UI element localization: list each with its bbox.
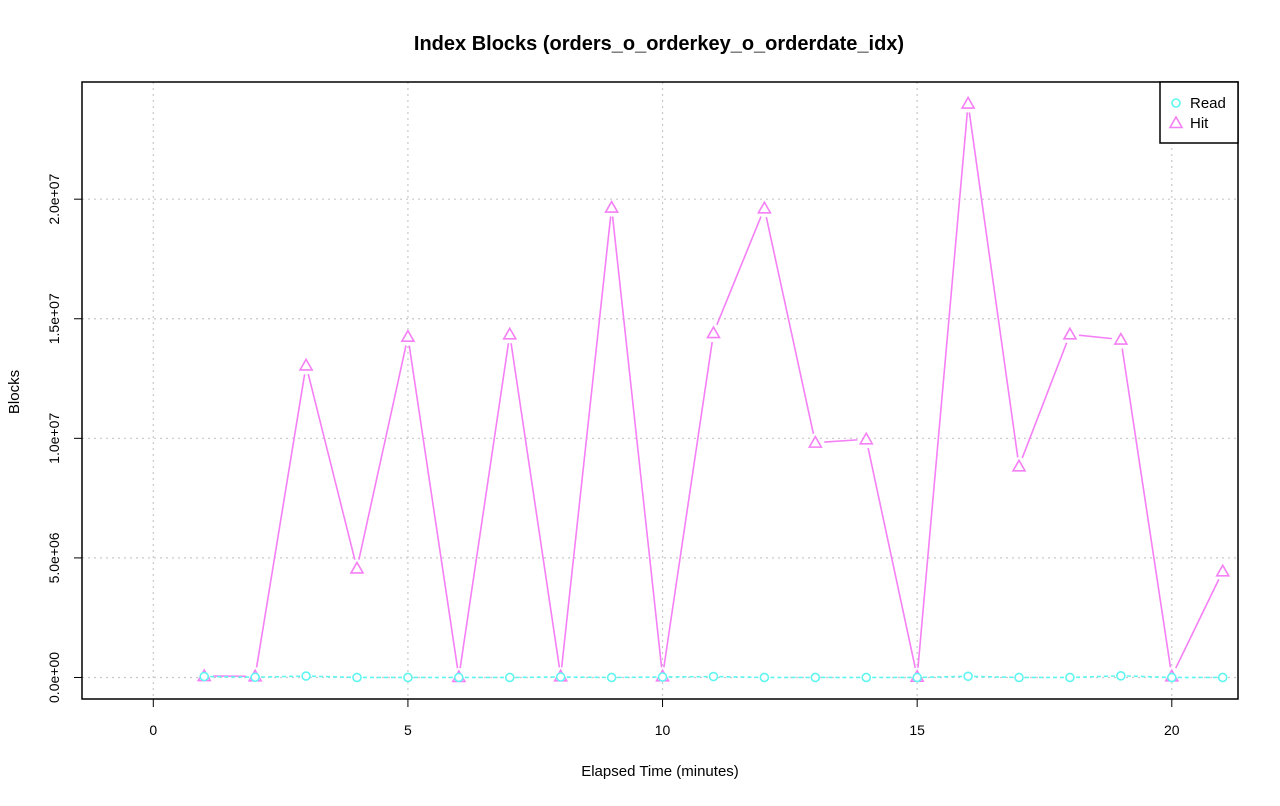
series-hit-segment: [511, 343, 559, 667]
grid-lines: [82, 82, 1238, 699]
series-hit-segment: [1122, 348, 1170, 667]
legend-label-hit: Hit: [1190, 115, 1209, 132]
x-axis-label: Elapsed Time (minutes): [581, 763, 739, 780]
data-point-read: [557, 673, 565, 681]
series-hit: [198, 98, 1229, 682]
data-point-hit: [504, 328, 516, 339]
data-point-read: [404, 673, 412, 681]
x-tick-label: 0: [149, 722, 157, 738]
series-hit-segment: [613, 216, 662, 667]
series-hit-segment: [664, 342, 712, 667]
data-point-read: [200, 673, 208, 681]
y-tick-label: 0.0e+00: [46, 652, 62, 703]
data-point-read: [1066, 673, 1074, 681]
y-axis-label: Blocks: [6, 370, 23, 414]
y-tick-label: 2.0e+07: [46, 173, 62, 224]
data-point-hit: [962, 98, 974, 109]
x-tick-label: 20: [1164, 722, 1180, 738]
series-hit-segment: [562, 216, 611, 667]
y-tick-label: 1.5e+07: [46, 293, 62, 344]
data-point-read: [353, 673, 361, 681]
series-hit-segment: [409, 346, 457, 669]
series-read: [200, 672, 1227, 682]
data-point-read: [913, 673, 921, 681]
data-point-read: [1117, 672, 1125, 680]
data-point-read: [1015, 673, 1023, 681]
legend-label-read: Read: [1190, 95, 1226, 112]
data-point-read: [760, 673, 768, 681]
plot-frame: [82, 82, 1238, 699]
data-point-hit: [606, 202, 618, 213]
data-point-read: [659, 673, 667, 681]
data-point-hit: [351, 562, 363, 573]
data-point-read: [811, 673, 819, 681]
legend-box: [1160, 82, 1238, 143]
series-hit-segment: [824, 440, 857, 442]
x-tick-label: 10: [655, 722, 671, 738]
data-point-read: [608, 673, 616, 681]
data-point-read: [709, 673, 717, 681]
data-point-read: [862, 673, 870, 681]
chart-title: Index Blocks (orders_o_orderkey_o_orderd…: [414, 33, 904, 55]
series-hit-segment: [717, 217, 761, 325]
y-axis: 0.0e+00 5.0e+06 1.0e+07 1.5e+07 2.0e+07: [46, 173, 82, 703]
series-hit-segment: [257, 374, 305, 667]
data-point-read: [251, 673, 259, 681]
data-point-read: [506, 673, 514, 681]
series-hit-segment: [308, 374, 355, 560]
data-point-hit: [1115, 334, 1127, 345]
series-hit-segment: [918, 112, 967, 667]
data-point-read: [1168, 673, 1176, 681]
x-axis: 0 5 10 15 20: [149, 699, 1179, 738]
legend-marker-read: [1172, 99, 1180, 107]
data-point-read: [964, 672, 972, 680]
series-hit-segment: [359, 345, 406, 559]
data-point-read: [455, 673, 463, 681]
series-hit-segment: [1022, 343, 1066, 458]
series-hit-segment: [1079, 335, 1112, 338]
series-hit-segment: [766, 217, 813, 434]
data-point-hit: [1064, 328, 1076, 339]
series-hit-segment: [460, 343, 508, 668]
data-point-hit: [1013, 460, 1025, 471]
data-point-hit: [758, 202, 770, 213]
data-point-hit: [809, 437, 821, 448]
series-hit-segment: [1176, 579, 1219, 668]
data-point-read: [1219, 673, 1227, 681]
data-point-hit: [1217, 565, 1229, 576]
data-point-hit: [402, 331, 414, 342]
y-tick-label: 1.0e+07: [46, 413, 62, 464]
y-tick-label: 5.0e+06: [46, 532, 62, 583]
data-point-read: [302, 672, 310, 680]
data-point-hit: [707, 327, 719, 338]
legend: Read Hit: [1160, 82, 1238, 143]
x-tick-label: 5: [404, 722, 412, 738]
series-hit-segment: [969, 112, 1017, 457]
series-layer: [198, 98, 1229, 682]
x-tick-label: 15: [909, 722, 925, 738]
data-point-hit: [300, 359, 312, 370]
